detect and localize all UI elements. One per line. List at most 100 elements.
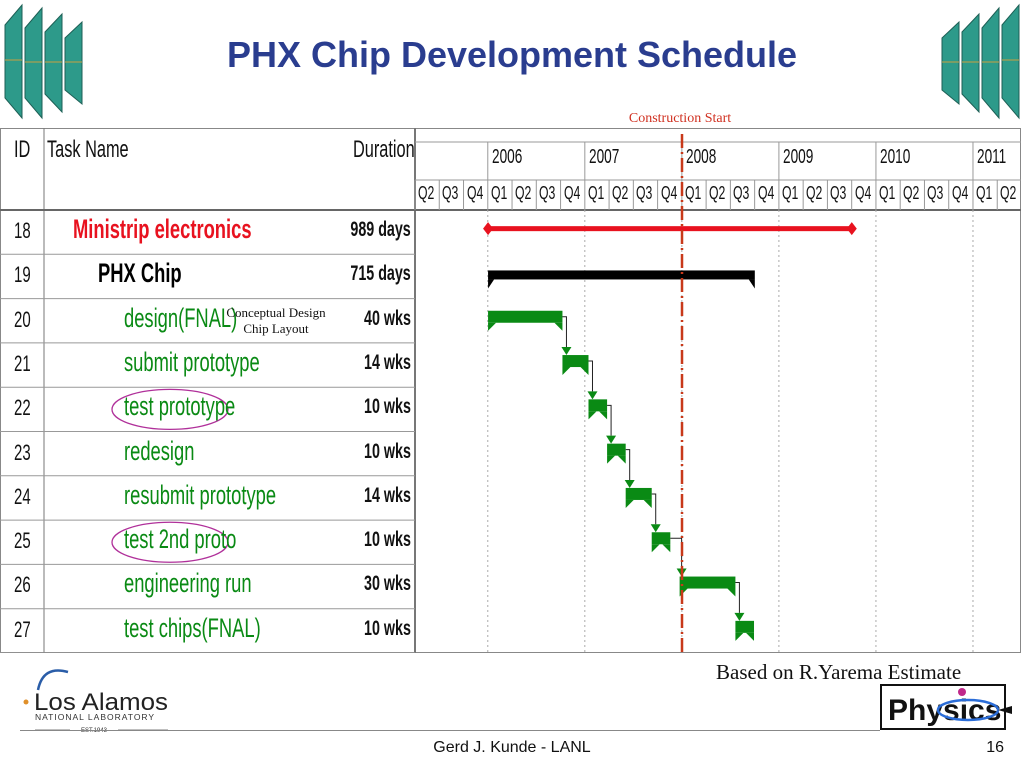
task-bar bbox=[735, 620, 755, 633]
task-name: test chips(FNAL) bbox=[124, 612, 261, 643]
quarter-label: Q1 bbox=[878, 183, 896, 203]
highlight-circle bbox=[111, 521, 229, 563]
decorative-left-graphic bbox=[4, 3, 83, 120]
task-id: 27 bbox=[14, 616, 31, 642]
task-bar-end-cap bbox=[580, 367, 589, 376]
lanl-logo-subtitle: NATIONAL LABORATORY bbox=[35, 712, 155, 722]
quarter-label: Q4 bbox=[951, 183, 969, 203]
quarter-label: Q4 bbox=[854, 183, 872, 203]
gantt-grid bbox=[0, 128, 1021, 653]
task-bar-end-cap bbox=[746, 632, 755, 641]
id-column-header: ID bbox=[14, 136, 31, 163]
design-annotation: Conceptual Design Chip Layout bbox=[216, 305, 336, 337]
task-name: Ministrip electronics bbox=[73, 214, 252, 244]
task-bar-end-cap bbox=[727, 588, 736, 597]
task-duration: 10 wks bbox=[364, 616, 411, 640]
task-duration: 40 wks bbox=[364, 306, 411, 330]
duration-column-header: Duration bbox=[353, 136, 415, 163]
dependency-line bbox=[625, 449, 631, 480]
quarter-label: Q1 bbox=[684, 183, 702, 203]
quarter-label: Q2 bbox=[418, 183, 435, 203]
dependency-line bbox=[562, 316, 567, 348]
quarter-label: Q4 bbox=[757, 183, 774, 203]
summary-start-cap bbox=[488, 279, 495, 289]
task-id: 25 bbox=[14, 528, 31, 554]
highlight-circle bbox=[111, 388, 229, 431]
year-label: 2008 bbox=[685, 146, 717, 168]
quarter-label: Q3 bbox=[539, 183, 556, 203]
task-bar bbox=[562, 355, 589, 368]
quarter-label: Q2 bbox=[1000, 183, 1017, 203]
task-name: design(FNAL) bbox=[124, 302, 238, 333]
task-duration: 30 wks bbox=[364, 572, 411, 596]
quarter-label: Q2 bbox=[709, 183, 726, 203]
task-name: test 2nd proto bbox=[124, 524, 237, 555]
task-id: 19 bbox=[14, 262, 31, 288]
task-id: 24 bbox=[14, 483, 31, 509]
quarter-label: Q3 bbox=[636, 183, 653, 203]
based-on-note: Based on R.Yarema Estimate bbox=[716, 660, 962, 684]
table-border bbox=[0, 128, 1021, 653]
task-id: 23 bbox=[14, 439, 31, 465]
dependency-line bbox=[588, 360, 593, 392]
quarter-label: Q3 bbox=[733, 183, 750, 203]
quarter-label: Q1 bbox=[490, 183, 508, 203]
construction-start-label: Construction Start bbox=[628, 111, 732, 126]
annotation-line-1: Conceptual Design bbox=[226, 304, 326, 320]
quarter-label: Q4 bbox=[466, 183, 483, 203]
quarter-label: Q1 bbox=[587, 183, 605, 203]
task-bar bbox=[625, 487, 652, 500]
year-label: 2010 bbox=[879, 146, 911, 168]
task-bar bbox=[607, 443, 626, 456]
year-label: 2006 bbox=[491, 146, 523, 168]
dependency-arrow bbox=[561, 347, 572, 356]
quarter-label: Q2 bbox=[903, 183, 920, 203]
year-label: 2011 bbox=[976, 146, 1007, 168]
task-id: 21 bbox=[14, 350, 31, 376]
year-label: 2007 bbox=[588, 146, 620, 168]
quarter-label: Q4 bbox=[660, 183, 677, 203]
dependency-arrow bbox=[734, 612, 745, 621]
summary-bar bbox=[488, 226, 852, 232]
task-name: resubmit prototype bbox=[124, 479, 277, 510]
task-name: engineering run bbox=[124, 568, 252, 599]
task-bar-end-cap bbox=[617, 455, 626, 464]
task-name: redesign bbox=[124, 435, 195, 466]
annotation-line-2: Chip Layout bbox=[243, 320, 309, 336]
task-duration: 14 wks bbox=[364, 350, 411, 374]
physics-logo-text: Physics bbox=[888, 694, 1001, 727]
quarter-label: Q3 bbox=[442, 183, 459, 203]
task-duration: 989 days bbox=[350, 218, 411, 241]
dependency-arrow bbox=[587, 391, 598, 400]
dependency-line bbox=[651, 493, 657, 525]
task-column-header: Task Name bbox=[47, 136, 129, 163]
task-bar-start-cap bbox=[562, 367, 571, 376]
dependency-arrow bbox=[650, 524, 661, 533]
task-duration: 14 wks bbox=[364, 483, 411, 507]
year-label: 2009 bbox=[782, 146, 814, 168]
summary-bar bbox=[488, 270, 755, 280]
decorative-right-graphic bbox=[941, 3, 1020, 120]
quarter-label: Q2 bbox=[612, 183, 629, 203]
task-bar-end-cap bbox=[643, 499, 652, 508]
dependency-line bbox=[670, 537, 683, 569]
task-bar bbox=[679, 576, 736, 589]
task-bar-start-cap bbox=[588, 411, 597, 420]
task-bar bbox=[588, 399, 608, 412]
quarter-label: Q3 bbox=[830, 183, 847, 203]
lanl-logo-name: Los Alamos bbox=[34, 689, 168, 716]
quarter-label: Q2 bbox=[515, 183, 532, 203]
task-bar bbox=[651, 532, 671, 545]
lanl-logo-established: EST.1943 bbox=[81, 728, 108, 734]
task-duration: 10 wks bbox=[364, 528, 411, 552]
task-id: 18 bbox=[14, 218, 31, 243]
left-header-bg bbox=[0, 128, 415, 210]
task-name: submit prototype bbox=[124, 346, 260, 377]
task-bar-start-cap bbox=[651, 544, 660, 553]
task-bar-end-cap bbox=[554, 322, 563, 331]
summary-end-diamond bbox=[846, 222, 857, 236]
summary-start-diamond bbox=[483, 222, 494, 236]
physics-logo: Physics bbox=[880, 684, 1012, 730]
quarter-label: Q1 bbox=[975, 183, 993, 203]
quarter-label: Q2 bbox=[806, 183, 823, 203]
